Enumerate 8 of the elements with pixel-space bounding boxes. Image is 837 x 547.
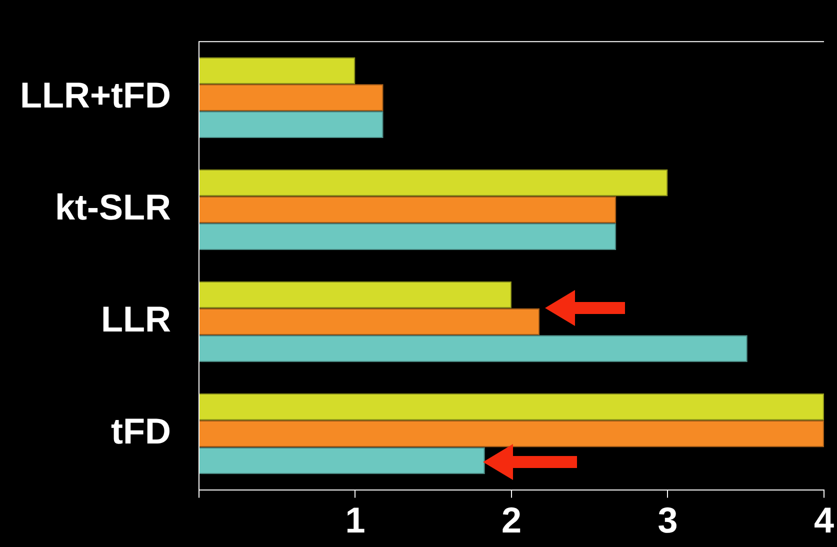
- x-tick-label: 3: [658, 499, 678, 540]
- y-tick-label: LLR: [100, 298, 171, 340]
- x-tick-label: 2: [501, 499, 522, 540]
- x-tick-label: 4: [814, 499, 834, 540]
- y-tick-label: kt-SLR: [54, 186, 171, 228]
- y-tick-label: LLR+tFD: [20, 74, 171, 116]
- x-tick-label: 1: [345, 499, 366, 540]
- y-tick-label: tFD: [110, 410, 171, 452]
